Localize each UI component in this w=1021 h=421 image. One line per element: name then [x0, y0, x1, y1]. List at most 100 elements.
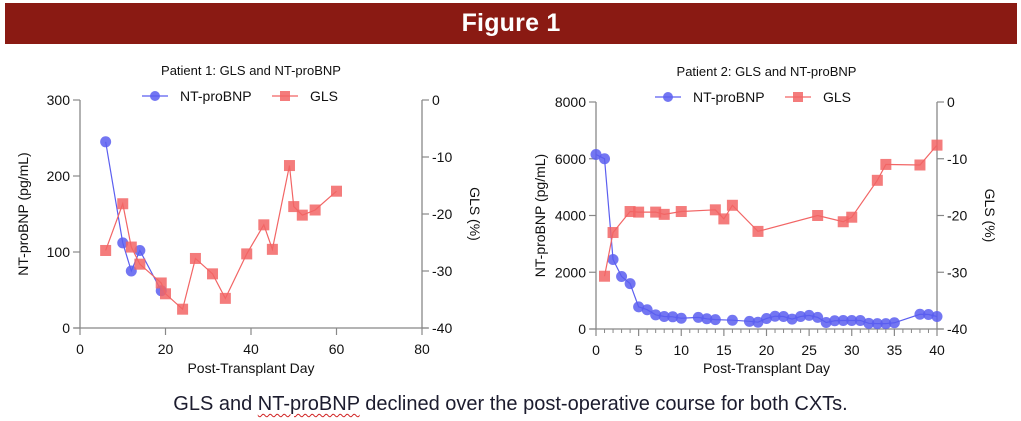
chart2-x-tick-label: 30 — [844, 342, 860, 358]
chart1-y2-tick-label: -30 — [432, 263, 452, 279]
chart2-gls-point — [914, 159, 926, 171]
chart2-x-tick-label: 0 — [592, 342, 600, 358]
chart2-x-tick-label: 25 — [801, 342, 817, 358]
chart2-ntprobnp-point — [709, 314, 721, 326]
chart2-x-tick-label: 35 — [887, 342, 903, 358]
chart1-gls-point — [155, 277, 167, 289]
chart1-y2-axis-label: GLS (%) — [467, 187, 483, 241]
chart1-legend-gls-label: GLS — [310, 88, 338, 104]
chart2-legend-ntprobnp-label: NT-proBNP — [693, 89, 765, 105]
chart1-legend-gls-marker — [280, 91, 290, 101]
chart1-x-tick-label: 40 — [243, 341, 259, 357]
chart2-ntprobnp-point — [692, 311, 704, 323]
figure-banner: Figure 1 — [5, 3, 1017, 44]
chart2-gls-point — [846, 211, 858, 223]
chart1-gls-point — [100, 244, 112, 256]
chart2-ntprobnp-point — [650, 309, 662, 321]
chart1-gls-line — [105, 165, 337, 311]
chart2-ntprobnp-point — [931, 311, 943, 323]
chart1-gls-point — [207, 268, 219, 280]
chart2-ntprobnp-point — [871, 318, 883, 330]
chart2-ntprobnp-point — [752, 316, 764, 328]
chart2-ntprobnp-point — [607, 253, 619, 265]
chart2-ntprobnp-point — [761, 313, 772, 325]
chart2-ntprobnp-point — [837, 314, 849, 326]
chart2-gls-point — [607, 227, 619, 239]
chart2-x-tick-label: 5 — [635, 342, 643, 358]
chart1-gls-point — [309, 204, 321, 216]
figure-title: Figure 1 — [461, 9, 561, 37]
chart1-y-tick-label: 100 — [47, 244, 71, 260]
chart2-gls-point — [752, 225, 764, 237]
chart2-y2-axis-label: GLS (%) — [982, 189, 998, 243]
chart2-ntprobnp-point — [658, 311, 670, 323]
chart1-y2-tick-label: -40 — [432, 320, 452, 336]
chart2-y-tick-label: 8000 — [555, 94, 586, 110]
chart2-ntprobnp-point — [743, 315, 755, 327]
chart2-gls-point — [812, 210, 824, 221]
chart2-ntprobnp-point — [624, 278, 636, 290]
chart1-y-tick-label: 300 — [47, 92, 71, 108]
chart2-gls-point — [633, 206, 645, 218]
chart2-ntprobnp-point — [641, 304, 653, 316]
chart1-gls-point — [241, 248, 253, 260]
caption-text-start: GLS and — [173, 393, 258, 415]
chart2-ntprobnp-point — [633, 301, 645, 313]
chart2-ntprobnp-point — [914, 308, 926, 320]
chart1-x-tick-label: 80 — [414, 341, 430, 357]
caption-text-end: declined over the post-operative course … — [359, 393, 848, 415]
chart1-x-axis-label: Post-Transplant Day — [187, 360, 314, 376]
chart1-legend-ntprobnp-marker — [150, 91, 160, 101]
chart1-x-tick-label: 0 — [76, 341, 84, 357]
chart2-ntprobnp-point — [701, 313, 713, 325]
chart1-x-tick-label: 60 — [329, 341, 345, 357]
chart1-ntprobnp-point — [134, 244, 146, 256]
chart2-ntprobnp-point — [803, 309, 815, 321]
chart2-gls-point — [837, 216, 849, 228]
chart2-ntprobnp-point — [675, 312, 687, 324]
chart1-gls-point — [219, 292, 231, 304]
chart2-x-tick-label: 40 — [929, 342, 945, 358]
chart2-y2-tick-label: 0 — [947, 94, 955, 110]
chart2-y2-tick-label: -10 — [947, 151, 967, 167]
chart2-x-tick-label: 15 — [716, 342, 732, 358]
chart2-ntprobnp-point — [888, 317, 900, 329]
chart1-gls-point — [125, 241, 137, 253]
chart1-gls-point — [134, 258, 146, 270]
chart1-gls-point — [177, 303, 189, 315]
chart1-gls-point — [288, 201, 300, 213]
chart2-ntprobnp-point — [829, 315, 841, 327]
chart2-x-tick-label: 10 — [673, 342, 689, 358]
chart1-gls-point — [189, 252, 201, 264]
chart1-gls-point — [283, 160, 295, 172]
chart2-gls-point — [871, 174, 883, 186]
chart2-y-tick-label: 4000 — [555, 208, 586, 224]
chart2-ntprobnp-line — [595, 153, 938, 325]
chart1-gls-point — [331, 185, 342, 197]
chart2-ntprobnp-point — [795, 311, 807, 323]
chart1-y2-tick-label: -20 — [432, 206, 452, 222]
chart2-y-tick-label: 0 — [578, 321, 586, 337]
chart2-y-axis-label: NT-proBNP (pg/mL) — [532, 154, 548, 277]
chart2-ntprobnp-point — [812, 311, 824, 323]
chart1-y-tick-label: 0 — [62, 320, 70, 336]
figure-caption: GLS and NT-proBNP declined over the post… — [0, 393, 1021, 416]
chart2-x-axis-label: Post-Transplant Day — [703, 360, 830, 376]
chart2-legend-ntprobnp-marker — [663, 92, 673, 102]
chart2-ntprobnp-point — [820, 316, 832, 328]
chart1-gls-point — [117, 198, 129, 210]
chart2-gls-point — [709, 204, 721, 216]
chart2-y2-tick-label: -30 — [947, 264, 967, 280]
caption-spellcheck-word: NT-proBNP — [257, 393, 360, 415]
chart2-ntprobnp-point — [922, 309, 934, 321]
chart2-gls-point — [931, 139, 943, 151]
chart1-gls-point — [258, 219, 270, 231]
chart2-gls-point — [599, 270, 611, 282]
chart2-ntprobnp-point — [769, 310, 781, 322]
chart1-y2-tick-label: -10 — [432, 149, 452, 165]
chart2-ntprobnp-point — [778, 311, 790, 323]
chart1-y-axis-label: NT-proBNP (pg/mL) — [15, 152, 31, 275]
chart2-y2-tick-label: -40 — [947, 321, 967, 337]
chart1-gls-point — [296, 209, 308, 221]
